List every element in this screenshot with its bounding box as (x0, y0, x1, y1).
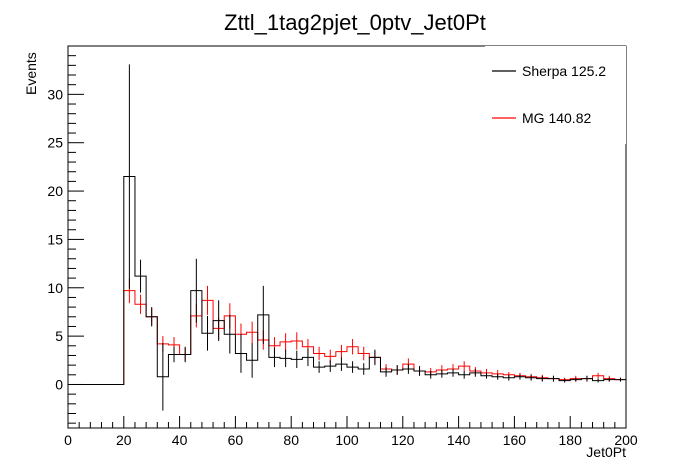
series-step-line (68, 176, 626, 385)
legend: Sherpa 125.2 MG 140.82 (485, 46, 626, 144)
x-tick-label: 60 (228, 432, 244, 448)
axes-layer: 0 20 40 60 80 100 120 140 160 180 200 0 5 10 15 20 25 30 (47, 55, 638, 448)
y-tick-label: 10 (47, 280, 63, 296)
legend-label-mg: MG 140.82 (522, 110, 591, 126)
x-axis-title: Jet0Pt (586, 444, 626, 460)
y-tick-label: 30 (47, 86, 63, 102)
y-axis-title: Events (23, 52, 39, 95)
series-mg (68, 278, 626, 385)
x-tick-label: 140 (447, 432, 471, 448)
x-tick-label: 0 (64, 432, 72, 448)
x-tick-label: 200 (614, 432, 638, 448)
series-step-line (68, 290, 626, 385)
series-sherpa (68, 64, 626, 411)
y-tick-label: 25 (47, 135, 63, 151)
x-tick-label: 120 (391, 432, 415, 448)
y-tick-label: 15 (47, 231, 63, 247)
y-tick-label: 20 (47, 183, 63, 199)
x-tick-label: 100 (335, 432, 359, 448)
chart-title: Zttl_1tag2pjet_0ptv_Jet0Pt (224, 10, 486, 35)
x-tick-label: 160 (503, 432, 527, 448)
x-tick-label: 80 (283, 432, 299, 448)
x-tick-label: 20 (116, 432, 132, 448)
x-tick-label: 180 (559, 432, 583, 448)
histogram-layer (68, 64, 626, 411)
y-tick-label: 5 (55, 328, 63, 344)
y-tick-label: 0 (55, 376, 63, 392)
legend-box (485, 46, 626, 144)
legend-label-sherpa: Sherpa 125.2 (522, 63, 606, 79)
x-tick-label: 40 (172, 432, 188, 448)
